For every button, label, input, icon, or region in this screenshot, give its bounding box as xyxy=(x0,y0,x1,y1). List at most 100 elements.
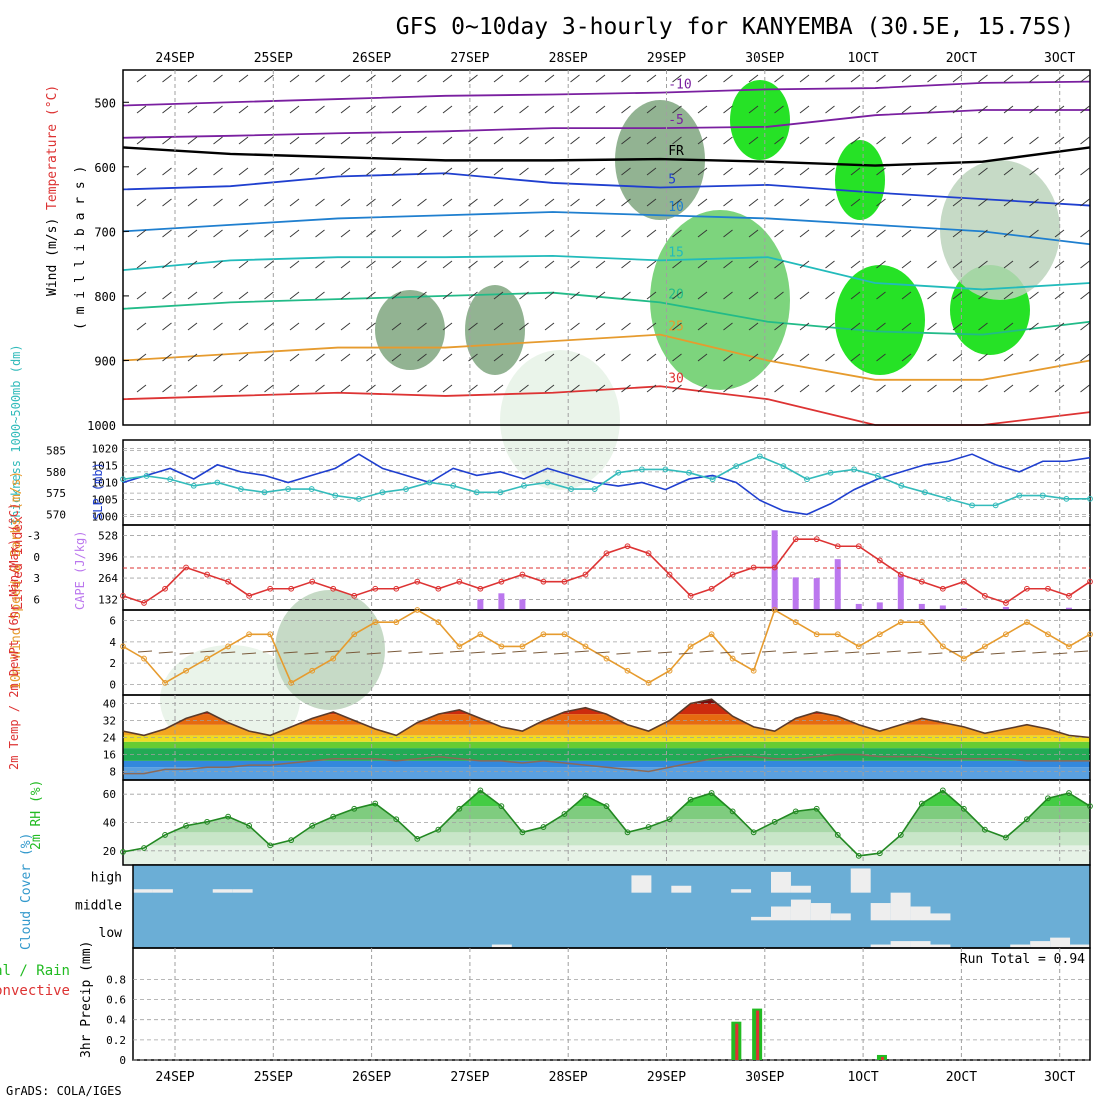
wind-barb xyxy=(544,167,555,176)
wind-barb xyxy=(493,384,504,393)
wind-barb xyxy=(621,384,631,393)
wind-barb xyxy=(697,74,708,83)
wind-barb xyxy=(315,167,325,176)
surface-wind-barb xyxy=(283,651,298,654)
wind-barb xyxy=(544,198,555,207)
date-label-top: 2OCT xyxy=(946,51,977,66)
lifted-index-line-marker xyxy=(666,571,673,578)
thickness-line-marker xyxy=(1063,495,1070,502)
wind-barb xyxy=(417,198,427,207)
wind-barb xyxy=(289,74,300,83)
wind-barb xyxy=(1080,136,1090,145)
wind-barb xyxy=(927,105,937,114)
wind-barb xyxy=(366,260,376,269)
thickness-line xyxy=(122,455,1090,507)
wind-barb xyxy=(442,322,453,331)
wind-speed-line-marker xyxy=(477,631,484,638)
wind-barb xyxy=(391,74,402,83)
precip-tick: 0 xyxy=(119,1054,126,1067)
isotherm xyxy=(122,333,1091,381)
wind-barb xyxy=(1003,136,1014,145)
rh-shading xyxy=(835,265,925,375)
wind-barb xyxy=(238,105,249,114)
thickness-line-marker xyxy=(709,476,716,483)
wind-speed-line-marker xyxy=(771,607,778,613)
wind-barb xyxy=(340,384,351,393)
lifted-index-line-marker xyxy=(351,592,358,599)
cloud-cell xyxy=(1010,944,1031,948)
surface-wind-barb xyxy=(969,651,985,654)
wind-barb xyxy=(493,74,504,83)
convective-bar xyxy=(880,1056,884,1060)
lifted-index-line-marker xyxy=(1066,592,1072,599)
y-tick-label: 528 xyxy=(98,530,118,543)
isotherm-label: FR xyxy=(668,144,684,159)
wind-barb xyxy=(1003,384,1014,393)
wind-barb xyxy=(672,260,682,269)
wind-barb xyxy=(825,167,835,176)
wind-barb xyxy=(238,136,249,145)
wind-barb xyxy=(340,198,351,207)
date-label-top: 1OCT xyxy=(847,51,878,66)
wind-barb xyxy=(391,291,402,300)
wind-barb xyxy=(1080,384,1090,393)
wind-barb xyxy=(315,136,325,145)
thickness-line-marker xyxy=(379,489,386,496)
thickness-line-marker xyxy=(120,476,126,483)
rh-line-marker xyxy=(204,818,210,825)
rh-line-marker xyxy=(246,822,253,829)
wind-barb xyxy=(723,74,733,83)
wind-speed-line-marker xyxy=(1087,631,1093,638)
wind-barb xyxy=(1080,198,1090,207)
wind-speed-line-marker xyxy=(435,619,442,626)
thickness-line-marker xyxy=(167,476,174,483)
wind-barb xyxy=(289,291,300,300)
wind-barb xyxy=(799,136,810,145)
surface-wind-barb xyxy=(949,650,964,653)
wind-speed-line-marker xyxy=(813,631,820,638)
wind-barb xyxy=(850,105,861,114)
surface-wind-barb xyxy=(137,650,153,653)
wind-barb xyxy=(213,74,223,83)
wind-barb xyxy=(544,136,555,145)
wind-barb xyxy=(136,74,147,83)
rh-line-marker xyxy=(1066,790,1072,796)
surface-wind-barb xyxy=(761,650,777,653)
lifted-index-line-marker xyxy=(414,578,421,585)
rh-line-marker xyxy=(414,835,421,842)
wind-barb xyxy=(519,74,529,83)
wind-barb xyxy=(187,229,198,238)
wind-barb xyxy=(697,229,708,238)
lifted-index-line-marker xyxy=(141,600,147,606)
wind-barb xyxy=(1080,353,1090,362)
cloud-cell xyxy=(1070,944,1090,948)
wind-barb xyxy=(1080,167,1090,176)
footer-credit: GrADS: COLA/IGES xyxy=(6,1084,122,1098)
wind-barb xyxy=(901,260,912,269)
cloud-cell xyxy=(771,906,791,921)
thickness-line-marker xyxy=(332,492,339,499)
wind-barb xyxy=(825,229,835,238)
surface-wind-barb xyxy=(304,652,319,655)
wind-barb xyxy=(136,384,147,393)
lifted-index-line-marker xyxy=(267,585,274,592)
wind-barb xyxy=(468,198,478,207)
pressure-tick: 500 xyxy=(94,96,116,110)
wind-barb xyxy=(1003,322,1014,331)
wind-barb xyxy=(876,322,886,331)
wind-barb xyxy=(187,260,198,269)
isotherm xyxy=(122,146,1091,167)
surface-wind-barb xyxy=(470,651,485,654)
wind-barb xyxy=(442,105,453,114)
rh-line-marker xyxy=(393,816,400,823)
wind-speed-line-marker xyxy=(456,643,463,650)
wind-barb xyxy=(264,198,274,207)
rh-line-marker xyxy=(708,790,715,796)
wind-barb xyxy=(417,353,427,362)
wind-barb xyxy=(187,291,198,300)
wind-barb xyxy=(544,384,555,393)
wind-barb xyxy=(1029,353,1039,362)
wind-barb xyxy=(774,105,784,114)
rh-shading xyxy=(375,290,445,370)
